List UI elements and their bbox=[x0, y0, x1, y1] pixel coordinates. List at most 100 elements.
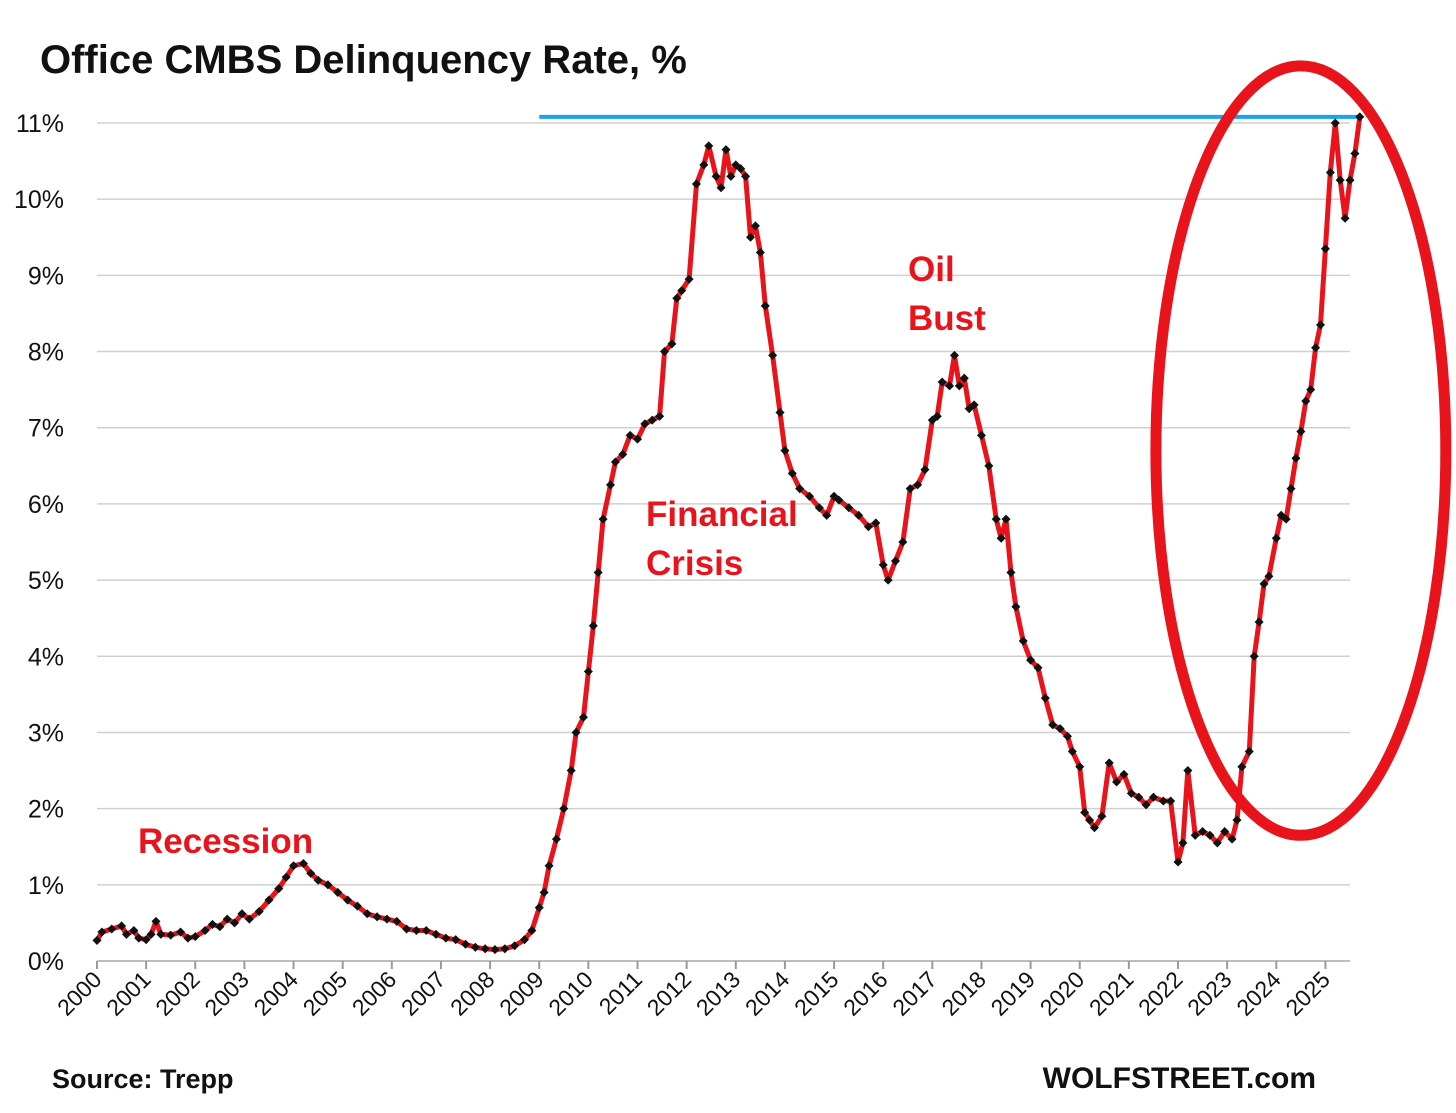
y-tick-label: 8% bbox=[28, 339, 64, 367]
y-tick-label: 3% bbox=[28, 719, 64, 747]
x-tick-label: 2022 bbox=[1133, 966, 1188, 1021]
data-point bbox=[984, 461, 994, 471]
x-tick-label: 2006 bbox=[347, 966, 402, 1021]
x-tick-label: 2003 bbox=[199, 966, 254, 1021]
data-point bbox=[1141, 800, 1151, 810]
data-point bbox=[1089, 823, 1100, 833]
data-point bbox=[959, 373, 969, 383]
data-point bbox=[411, 926, 421, 936]
x-tick-label: 2019 bbox=[986, 966, 1041, 1021]
data-point bbox=[969, 400, 979, 410]
data-point bbox=[1281, 514, 1291, 524]
data-point bbox=[1033, 663, 1043, 673]
data-point bbox=[362, 909, 372, 919]
data-point bbox=[1166, 796, 1176, 806]
annotation: Recession bbox=[138, 822, 313, 861]
x-tick-label: 2024 bbox=[1231, 966, 1286, 1021]
data-point bbox=[244, 914, 254, 924]
y-tick-label: 4% bbox=[28, 643, 64, 671]
highlight-ellipse-group bbox=[1150, 60, 1452, 841]
data-point bbox=[898, 537, 908, 547]
x-tick-label: 2013 bbox=[691, 966, 746, 1021]
data-point bbox=[1067, 746, 1077, 757]
data-point bbox=[1085, 815, 1095, 825]
data-point bbox=[1040, 693, 1050, 703]
data-point bbox=[691, 179, 702, 189]
x-tick-label: 2018 bbox=[936, 966, 991, 1021]
x-tick-label: 2016 bbox=[838, 966, 893, 1021]
data-point bbox=[795, 484, 805, 494]
y-tick-label: 5% bbox=[28, 567, 64, 595]
data-point bbox=[854, 510, 864, 520]
x-tick-label: 2015 bbox=[789, 966, 844, 1021]
data-point bbox=[566, 766, 576, 776]
data-point bbox=[313, 875, 323, 885]
data-point bbox=[1227, 834, 1237, 844]
data-point bbox=[1158, 796, 1168, 806]
x-tick-label: 2001 bbox=[101, 966, 156, 1021]
data-point bbox=[1075, 762, 1085, 772]
data-point bbox=[1237, 762, 1247, 772]
data-point bbox=[618, 449, 628, 459]
data-point bbox=[539, 887, 549, 897]
data-point bbox=[306, 868, 316, 878]
data-point bbox=[441, 933, 451, 943]
data-point bbox=[470, 942, 480, 952]
data-point bbox=[1104, 758, 1114, 768]
data-point bbox=[1006, 567, 1016, 577]
data-point bbox=[527, 926, 537, 936]
y-tick-label: 2% bbox=[28, 796, 64, 824]
data-point bbox=[1232, 815, 1242, 825]
highlight-ellipse bbox=[1150, 60, 1452, 841]
x-axis bbox=[96, 960, 1350, 969]
data-point bbox=[1126, 788, 1136, 798]
source-note: Source: Trepp bbox=[52, 1064, 234, 1094]
data-point bbox=[844, 503, 854, 513]
series-line bbox=[94, 116, 1363, 953]
data-point bbox=[480, 944, 490, 954]
data-point bbox=[804, 491, 815, 501]
data-point bbox=[1259, 579, 1269, 589]
data-point bbox=[571, 727, 581, 737]
data-point bbox=[333, 887, 343, 897]
data-point bbox=[822, 510, 832, 520]
annotation-line: Crisis bbox=[646, 544, 743, 583]
y-tick-label: 10% bbox=[14, 186, 64, 214]
data-point bbox=[1055, 724, 1065, 734]
data-point bbox=[1048, 720, 1058, 730]
x-tick-label: 2012 bbox=[642, 966, 697, 1021]
data-point bbox=[1134, 792, 1144, 802]
chart-title: Office CMBS Delinquency Rate, % bbox=[40, 38, 687, 82]
data-point bbox=[1080, 807, 1090, 817]
x-tick-label: 2023 bbox=[1182, 966, 1237, 1021]
x-tick-label: 2004 bbox=[249, 966, 304, 1021]
y-tick-label: 1% bbox=[28, 872, 64, 900]
data-point bbox=[1320, 244, 1330, 254]
data-point bbox=[1062, 731, 1072, 741]
y-axis-tick-labels: 0% 1% 2% 3% 4% 5% 6% 7% 8% 9% 10% 11% bbox=[14, 110, 64, 976]
data-point bbox=[1345, 175, 1355, 185]
annotations: Recession Financial Crisis Oil Bust bbox=[138, 250, 986, 861]
x-tick-label: 2010 bbox=[543, 966, 598, 1021]
data-point bbox=[323, 880, 333, 890]
data-point bbox=[863, 522, 873, 532]
data-point bbox=[1112, 777, 1122, 787]
data-point bbox=[632, 434, 643, 444]
data-point bbox=[431, 929, 441, 939]
data-point bbox=[1183, 766, 1193, 776]
y-tick-label: 7% bbox=[28, 415, 64, 443]
data-point bbox=[1350, 148, 1360, 158]
data-point bbox=[755, 247, 765, 258]
data-point bbox=[920, 465, 930, 475]
data-point bbox=[1340, 213, 1350, 223]
data-point bbox=[814, 503, 824, 513]
y-tick-label: 6% bbox=[28, 491, 64, 519]
data-point bbox=[598, 514, 608, 524]
data-point bbox=[1148, 792, 1158, 802]
data-point bbox=[1271, 533, 1281, 543]
x-tick-label: 2025 bbox=[1280, 966, 1335, 1021]
x-axis-tick-labels: 2000200120022003200420052006200720082009… bbox=[52, 966, 1335, 1021]
data-point bbox=[578, 712, 588, 722]
y-tick-label: 0% bbox=[28, 948, 64, 976]
annotation-line: Recession bbox=[138, 822, 313, 861]
